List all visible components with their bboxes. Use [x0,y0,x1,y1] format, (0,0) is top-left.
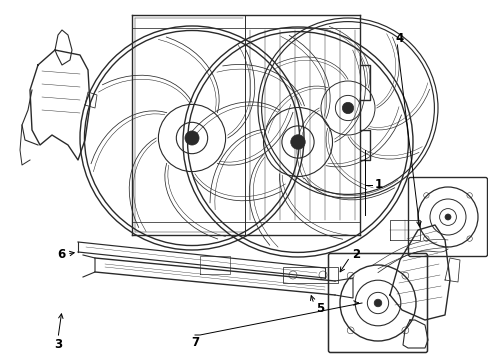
Text: 5: 5 [315,301,324,315]
Circle shape [444,214,450,220]
Text: 7: 7 [190,336,199,348]
Text: 3: 3 [54,338,62,351]
Text: 2: 2 [351,248,359,261]
Circle shape [373,299,381,307]
Circle shape [342,102,353,114]
Text: 1: 1 [374,179,382,192]
Text: 4: 4 [394,31,403,45]
Text: 6: 6 [58,248,66,261]
Circle shape [290,135,305,149]
Circle shape [184,131,199,145]
